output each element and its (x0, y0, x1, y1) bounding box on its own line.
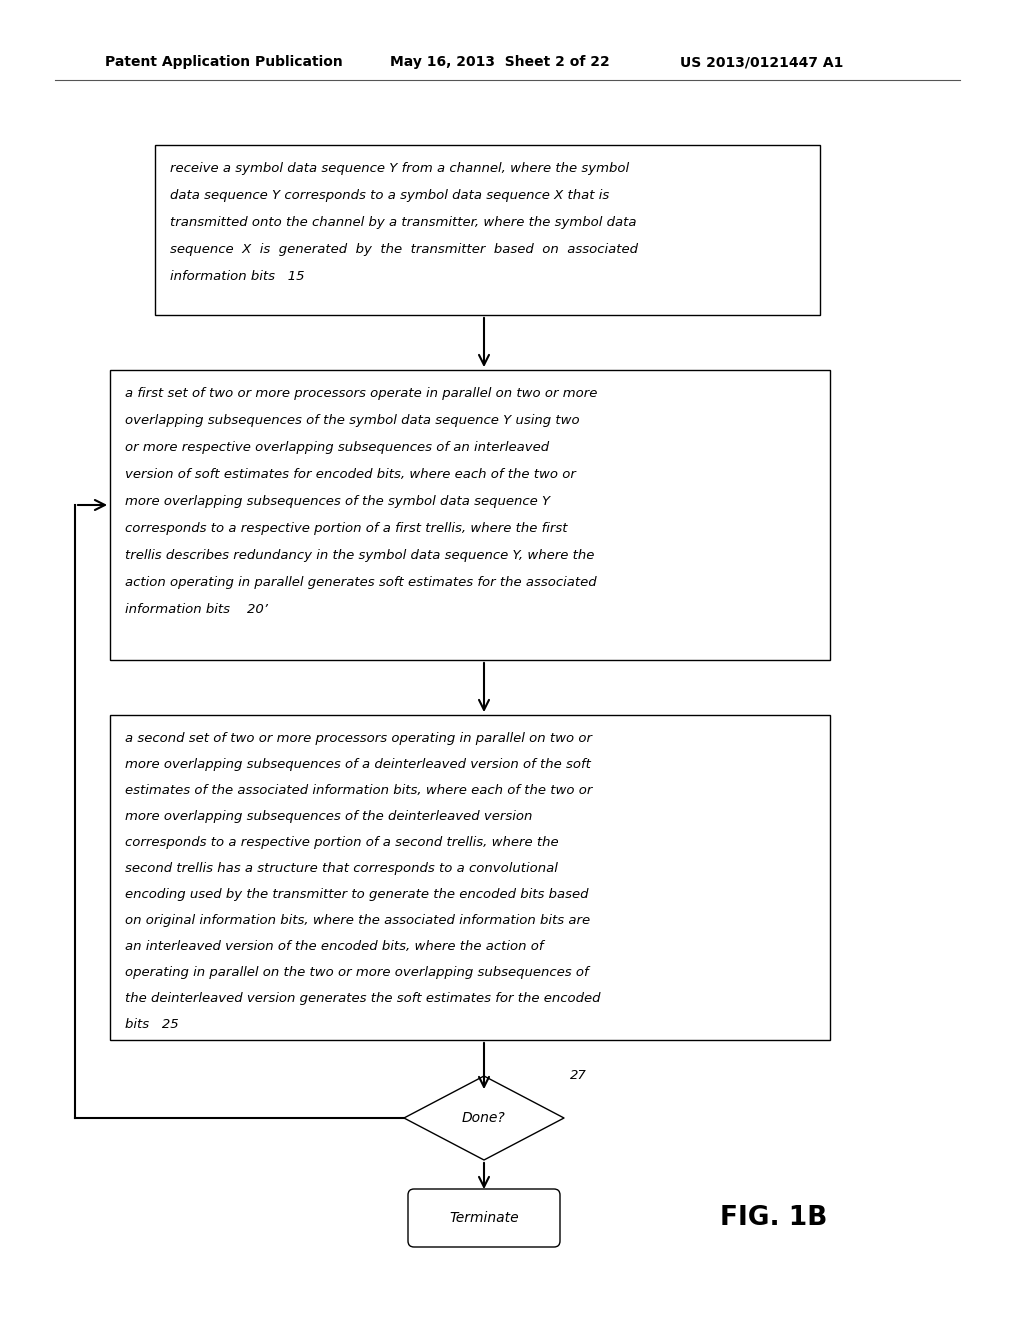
Text: action operating in parallel generates soft estimates for the associated: action operating in parallel generates s… (125, 576, 597, 589)
Text: receive a symbol data sequence Y from a channel, where the symbol: receive a symbol data sequence Y from a … (170, 162, 629, 176)
Text: version of soft estimates for encoded bits, where each of the two or: version of soft estimates for encoded bi… (125, 469, 575, 480)
Text: operating in parallel on the two or more overlapping subsequences of: operating in parallel on the two or more… (125, 966, 589, 979)
Text: US 2013/0121447 A1: US 2013/0121447 A1 (680, 55, 844, 69)
Text: trellis describes redundancy in the symbol data sequence Y, where the: trellis describes redundancy in the symb… (125, 549, 594, 562)
Text: 27: 27 (570, 1069, 587, 1082)
Text: sequence  X  is  generated  by  the  transmitter  based  on  associated: sequence X is generated by the transmitt… (170, 243, 638, 256)
Text: transmitted onto the channel by a transmitter, where the symbol data: transmitted onto the channel by a transm… (170, 216, 637, 228)
Text: May 16, 2013  Sheet 2 of 22: May 16, 2013 Sheet 2 of 22 (390, 55, 609, 69)
Text: Terminate: Terminate (450, 1210, 519, 1225)
FancyBboxPatch shape (408, 1189, 560, 1247)
Text: data sequence Y corresponds to a symbol data sequence X that is: data sequence Y corresponds to a symbol … (170, 189, 609, 202)
Text: Done?: Done? (462, 1111, 506, 1125)
Text: on original information bits, where the associated information bits are: on original information bits, where the … (125, 913, 590, 927)
Text: an interleaved version of the encoded bits, where the action of: an interleaved version of the encoded bi… (125, 940, 544, 953)
Bar (155, 145, 820, 315)
Text: a first set of two or more processors operate in parallel on two or more: a first set of two or more processors op… (125, 387, 597, 400)
Text: a second set of two or more processors operating in parallel on two or: a second set of two or more processors o… (125, 733, 592, 744)
Text: corresponds to a respective portion of a first trellis, where the first: corresponds to a respective portion of a… (125, 521, 567, 535)
Text: Patent Application Publication: Patent Application Publication (105, 55, 343, 69)
Text: or more respective overlapping subsequences of an interleaved: or more respective overlapping subsequen… (125, 441, 549, 454)
Text: information bits    20’: information bits 20’ (125, 603, 268, 616)
Text: corresponds to a respective portion of a second trellis, where the: corresponds to a respective portion of a… (125, 836, 559, 849)
Text: overlapping subsequences of the symbol data sequence Y using two: overlapping subsequences of the symbol d… (125, 414, 580, 426)
Text: estimates of the associated information bits, where each of the two or: estimates of the associated information … (125, 784, 592, 797)
Bar (110, 715, 830, 1040)
Text: bits   25: bits 25 (125, 1018, 178, 1031)
Text: FIG. 1B: FIG. 1B (720, 1205, 827, 1232)
Text: information bits   15: information bits 15 (170, 271, 304, 282)
Text: more overlapping subsequences of a deinterleaved version of the soft: more overlapping subsequences of a deint… (125, 758, 591, 771)
Text: more overlapping subsequences of the deinterleaved version: more overlapping subsequences of the dei… (125, 810, 532, 822)
Text: second trellis has a structure that corresponds to a convolutional: second trellis has a structure that corr… (125, 862, 558, 875)
Text: the deinterleaved version generates the soft estimates for the encoded: the deinterleaved version generates the … (125, 993, 600, 1005)
Bar (110, 370, 830, 660)
Text: more overlapping subsequences of the symbol data sequence Y: more overlapping subsequences of the sym… (125, 495, 550, 508)
Text: encoding used by the transmitter to generate the encoded bits based: encoding used by the transmitter to gene… (125, 888, 589, 902)
